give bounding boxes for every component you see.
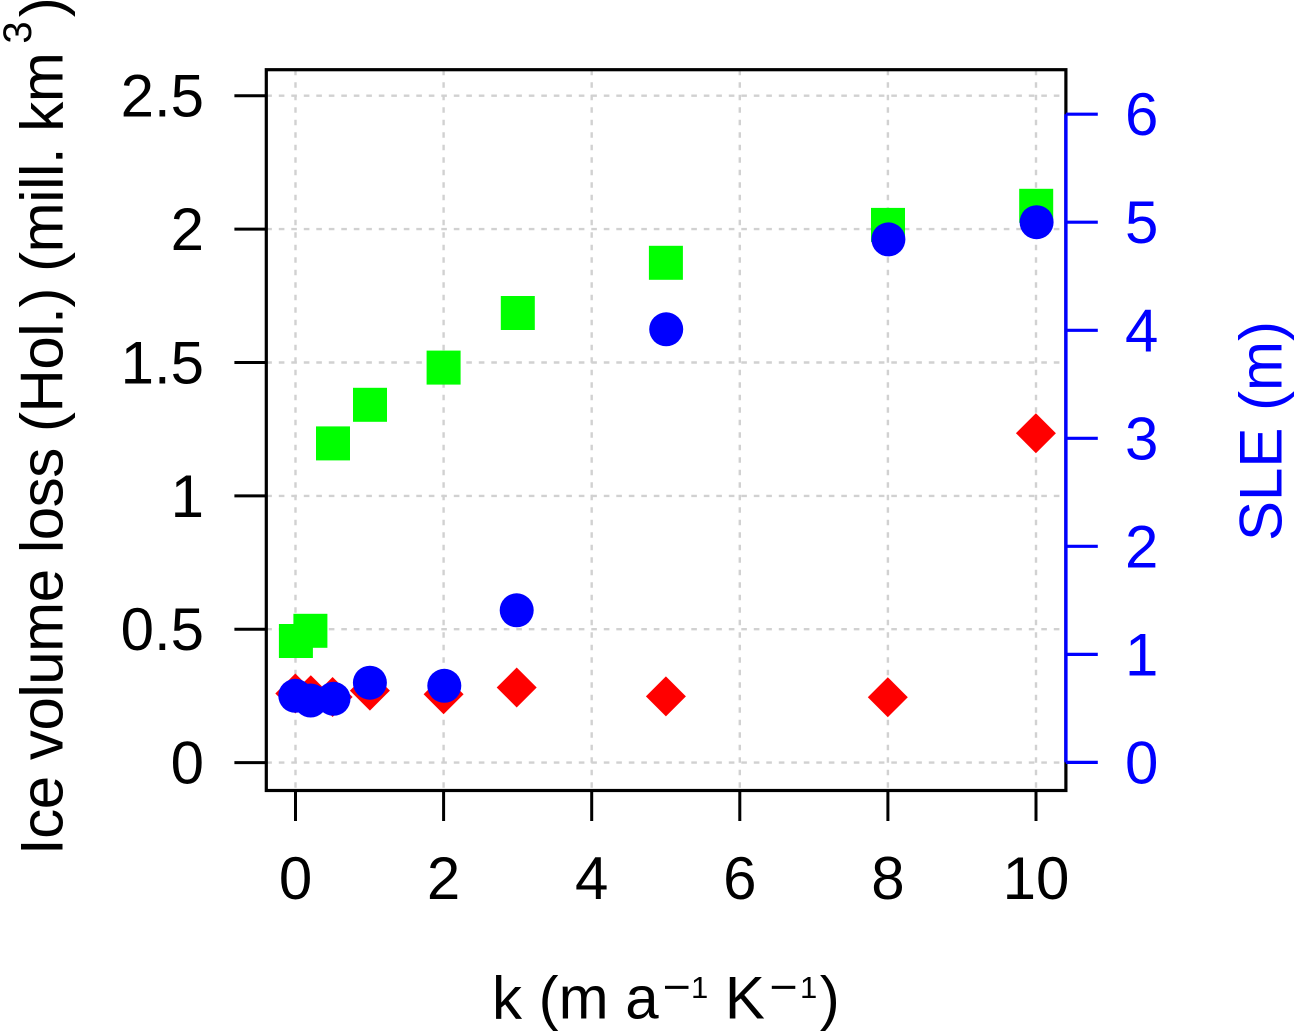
svg-text:1.5: 1.5 (121, 330, 204, 397)
svg-text:8: 8 (871, 845, 904, 912)
svg-text:1: 1 (800, 970, 817, 1005)
svg-text:3: 3 (0, 21, 40, 43)
svg-text:0.5: 0.5 (121, 596, 204, 663)
svg-text:1: 1 (171, 463, 204, 530)
svg-text:6: 6 (1125, 81, 1158, 148)
svg-text:k (m a: k (m a (492, 965, 659, 1032)
svg-text:Ice volume loss (Hol.) (mill.: Ice volume loss (Hol.) (mill. km (9, 53, 76, 855)
svg-text:K: K (725, 965, 765, 1032)
svg-text:6: 6 (723, 845, 756, 912)
svg-text:): ) (820, 965, 840, 1032)
svg-text:2: 2 (1125, 513, 1158, 580)
svg-text:4: 4 (575, 845, 608, 912)
svg-text:2.5: 2.5 (121, 63, 204, 130)
svg-text:0: 0 (171, 730, 204, 797)
svg-text:0: 0 (279, 845, 312, 912)
svg-text:2: 2 (427, 845, 460, 912)
svg-text:0: 0 (1125, 729, 1158, 796)
svg-text:3: 3 (1125, 405, 1158, 472)
svg-text:1: 1 (691, 970, 708, 1005)
svg-text:4: 4 (1125, 297, 1158, 364)
svg-text:1: 1 (1125, 621, 1158, 688)
svg-text:5: 5 (1125, 189, 1158, 256)
svg-text:2: 2 (171, 196, 204, 263)
svg-text:SLE (m): SLE (m) (1227, 321, 1294, 541)
svg-text:): ) (9, 0, 76, 17)
svg-text:10: 10 (1003, 845, 1070, 912)
